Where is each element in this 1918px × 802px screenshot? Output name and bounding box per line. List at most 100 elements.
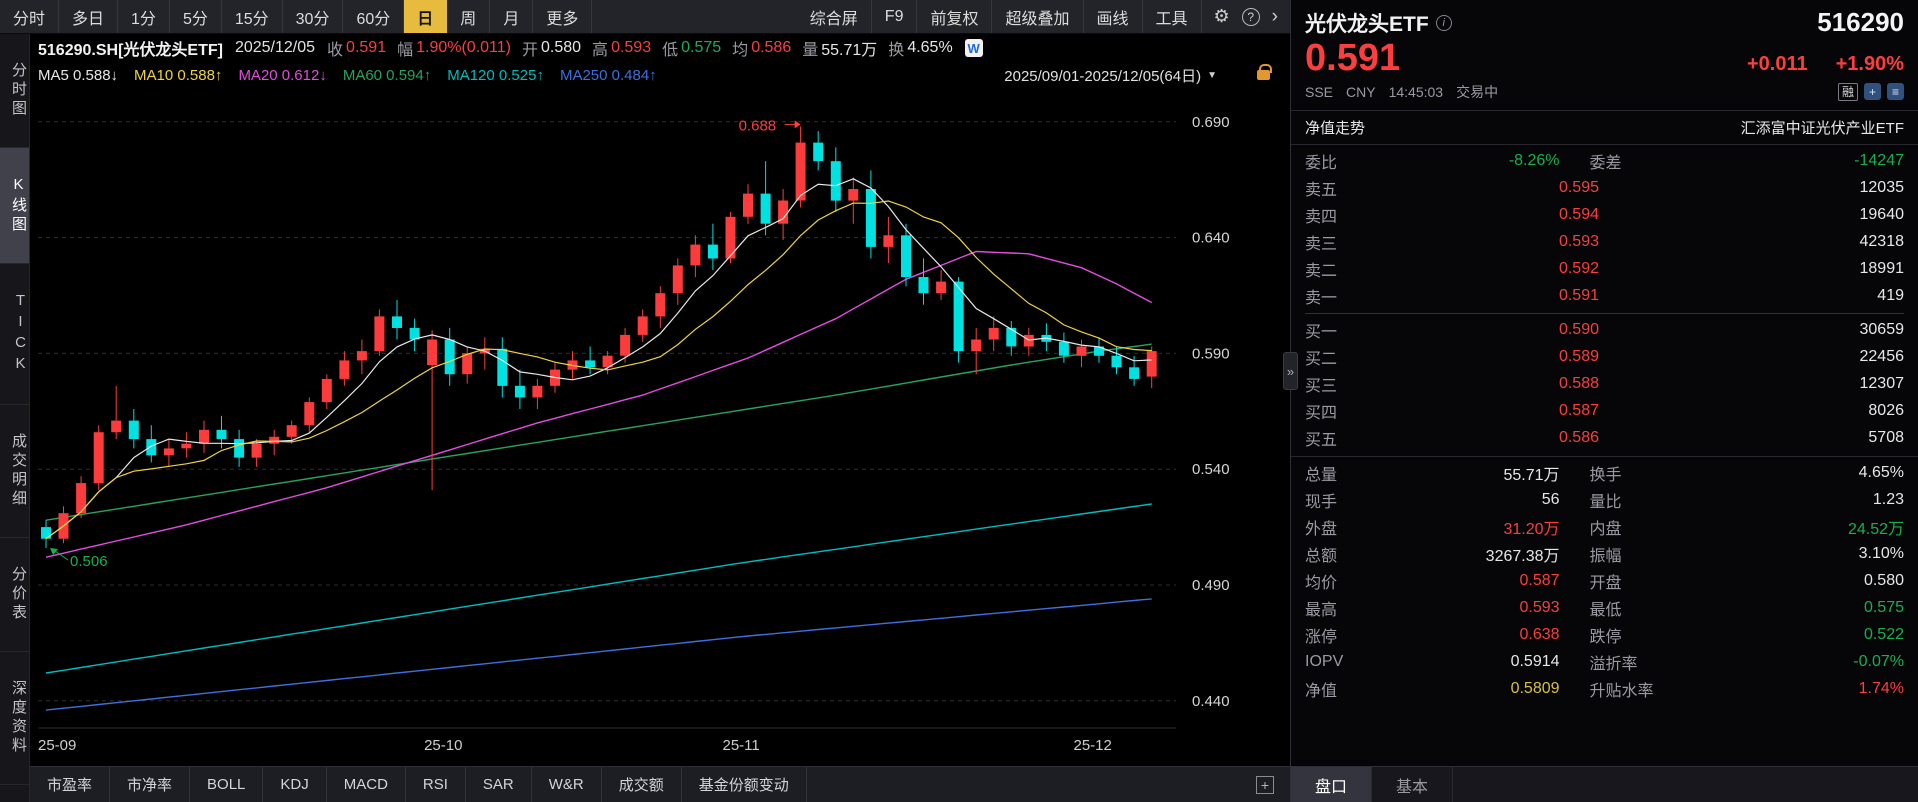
- bid-label: 买二: [1305, 351, 1338, 369]
- indicator-tab-1[interactable]: 市盈率: [30, 767, 111, 802]
- toolbar-icons: ⚙ ? ›: [1202, 0, 1290, 33]
- indicator-tab-10[interactable]: 基金份额变动: [682, 767, 807, 802]
- info-icon[interactable]: i: [1435, 14, 1452, 31]
- svg-text:0.440: 0.440: [1192, 693, 1230, 710]
- period-tab-9[interactable]: 周: [447, 0, 491, 33]
- side-tab-4[interactable]: 成交明细: [0, 405, 29, 538]
- tool-button-4[interactable]: 超级叠加: [992, 0, 1084, 33]
- stat-label: 升贴水率: [1589, 683, 1654, 701]
- indicator-tab-8[interactable]: W&R: [532, 767, 602, 802]
- period-tab-2[interactable]: 多日: [59, 0, 119, 33]
- info-field-label: 量: [802, 42, 819, 59]
- stat-cell: 总量 55.71万: [1305, 461, 1590, 485]
- stat-label: 总额: [1305, 548, 1338, 566]
- kline-chart-area[interactable]: 0.440 0.490 0.540 0.590 0.640 0.690 25-09 25-10…: [30, 88, 1290, 766]
- indicator-tab-6[interactable]: RSI: [406, 767, 466, 802]
- lock-icon[interactable]: [1257, 64, 1272, 80]
- tool-button-2[interactable]: F9: [872, 0, 918, 33]
- stat-label: 外盘: [1305, 521, 1338, 539]
- side-tab-7[interactable]: 超级盘口: [0, 785, 29, 802]
- period-tab-7[interactable]: 60分: [343, 0, 405, 33]
- stat-row: 均价 0.587 开盘 0.580: [1305, 568, 1904, 595]
- side-tab-5[interactable]: 分价表: [0, 538, 29, 652]
- stat-label: 最高: [1305, 602, 1338, 620]
- bid-volume: 8026: [1868, 402, 1904, 420]
- bid-volume: 12307: [1859, 375, 1905, 393]
- ask-row-2: 卖四 0.594 19640: [1305, 202, 1904, 229]
- stat-label: 量比: [1589, 494, 1622, 512]
- svg-text:25-11: 25-11: [723, 737, 760, 754]
- trading-status: 交易中: [1456, 83, 1499, 100]
- stat-label: 委比: [1305, 155, 1338, 173]
- bid-label: 买四: [1305, 405, 1338, 423]
- stat-cell: 委差 -14247: [1590, 149, 1904, 173]
- side-tab-1[interactable]: 分时图: [0, 34, 29, 148]
- info-field-value: 55.71万: [821, 42, 878, 59]
- order-book-divider: [1305, 312, 1904, 314]
- stat-cell: 换手 4.65%: [1590, 461, 1904, 485]
- toolbar-expand-icon[interactable]: ›: [1271, 5, 1278, 27]
- date-range-selector[interactable]: 2025/09/01-2025/12/05(64日) ▼: [1004, 64, 1282, 86]
- quote-time: 14:45:03: [1388, 83, 1444, 100]
- period-tab-10[interactable]: 月: [490, 0, 534, 33]
- ask-rows: 卖五 0.595 12035 卖四 0.594 19640 卖三 0.593 42318 卖二 0.…: [1305, 175, 1904, 310]
- bid-label: 买五: [1305, 432, 1338, 450]
- side-tab-3[interactable]: TICK: [0, 264, 29, 405]
- panel-tab-2[interactable]: 基本: [1372, 767, 1454, 802]
- stat-cell: 现手 56: [1305, 488, 1590, 512]
- stat-row: 净值 0.5809 升贴水率 1.74%: [1305, 676, 1904, 703]
- add-watchlist-icon[interactable]: +: [1864, 83, 1881, 101]
- help-icon[interactable]: ?: [1241, 7, 1260, 26]
- ask-volume: 19640: [1859, 206, 1905, 224]
- info-field-label: 均: [732, 42, 749, 59]
- menu-icon[interactable]: ≡: [1887, 83, 1904, 101]
- period-tab-6[interactable]: 30分: [283, 0, 344, 33]
- indicator-tab-3[interactable]: BOLL: [190, 767, 264, 802]
- margin-badge: 融: [1837, 82, 1858, 101]
- period-tab-11[interactable]: 更多: [533, 0, 593, 33]
- bid-price: 0.589: [1558, 348, 1599, 366]
- ask-label: 卖二: [1305, 263, 1338, 281]
- stat-cell: 外盘 31.20万: [1305, 515, 1590, 539]
- ask-price: 0.594: [1558, 206, 1599, 224]
- period-tab-3[interactable]: 1分: [118, 0, 170, 33]
- period-tab-1[interactable]: 分时: [0, 0, 60, 33]
- chart-section: 分时 多日 1分 5分 15分 30分 60分日周月更多 综合屏 F9 前复权 超级叠加 画线 工具 …: [0, 0, 1290, 802]
- info-field: 幅 1.90%(0.011): [397, 36, 511, 60]
- stat-cell: 总额 3267.38万: [1305, 542, 1590, 566]
- indicator-tab-9[interactable]: 成交额: [602, 767, 682, 802]
- panel-tab-1[interactable]: 盘口: [1291, 767, 1373, 802]
- ask-row-3: 卖三 0.593 42318: [1305, 229, 1904, 256]
- grid-layout-icon[interactable]: +: [1256, 775, 1274, 794]
- side-tab-6[interactable]: 深度资料: [0, 652, 29, 785]
- tool-button-6[interactable]: 工具: [1143, 0, 1202, 33]
- stat-cell: 均价 0.587: [1305, 569, 1590, 593]
- bid-row-1: 买一 0.590 30659: [1305, 317, 1904, 344]
- bid-price: 0.590: [1558, 321, 1599, 339]
- stat-label: 内盘: [1589, 521, 1622, 539]
- info-field-value: 0.593: [611, 39, 652, 56]
- period-tab-5[interactable]: 15分: [222, 0, 283, 33]
- panel-collapse-button[interactable]: »: [1283, 352, 1298, 390]
- svg-text:25-10: 25-10: [424, 737, 462, 754]
- info-field-value: 1.90%(0.011): [416, 39, 511, 56]
- ma-legend-ma250: MA250 0.484↑: [559, 66, 657, 84]
- indicator-tab-5[interactable]: MACD: [327, 767, 406, 802]
- wencai-logo-icon[interactable]: W: [964, 39, 983, 57]
- tool-button-5[interactable]: 画线: [1084, 0, 1143, 33]
- tool-button-3[interactable]: 前复权: [917, 0, 993, 33]
- side-tab-2[interactable]: K线图: [0, 148, 29, 264]
- period-tab-8[interactable]: 日: [404, 0, 448, 33]
- ma-legend-ma120: MA120 0.525↑: [447, 66, 544, 84]
- svg-text:0.540: 0.540: [1192, 461, 1230, 478]
- indicator-tab-2[interactable]: 市净率: [110, 767, 191, 802]
- period-tab-4[interactable]: 5分: [170, 0, 222, 33]
- stat-value: 0.575: [1863, 599, 1904, 617]
- indicator-tab-7[interactable]: SAR: [466, 767, 532, 802]
- nav-trend-link[interactable]: 净值走势: [1305, 119, 1366, 137]
- indicator-tab-4[interactable]: KDJ: [263, 767, 327, 802]
- settings-gear-icon[interactable]: ⚙: [1213, 6, 1230, 26]
- stat-cell: 量比 1.23: [1590, 488, 1904, 512]
- tool-button-1[interactable]: 综合屏: [797, 0, 872, 33]
